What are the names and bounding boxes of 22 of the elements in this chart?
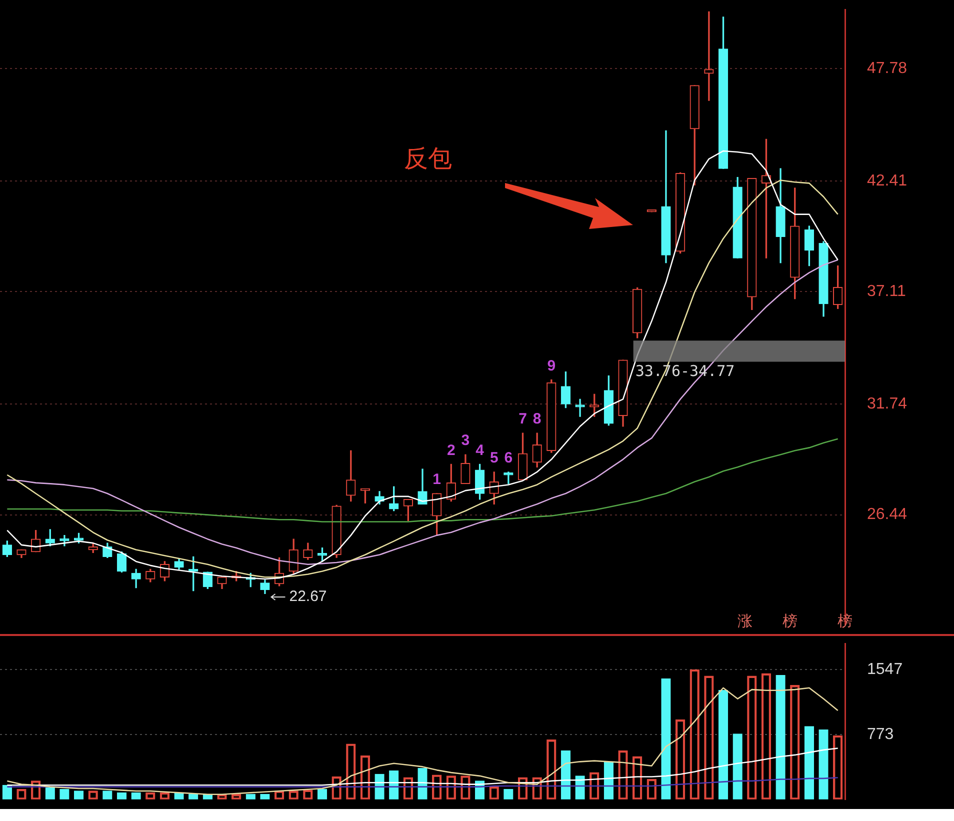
annotation: 榜 [782, 613, 798, 630]
y-tick-label: 42.41 [867, 172, 908, 190]
text: 1 [432, 471, 441, 488]
y-tick-label: 31.74 [867, 395, 908, 412]
text: 3 [461, 432, 470, 450]
candlestick [704, 11, 714, 101]
annotation: 涨 [738, 613, 752, 630]
annotation: 反包 [404, 146, 452, 173]
y-tick-label: 47.78 [867, 60, 908, 77]
text: 9 [547, 357, 556, 374]
y-tick-label: 26.44 [867, 506, 908, 524]
text: 8 [532, 410, 542, 428]
text: 5 [490, 450, 498, 467]
annotation: 榜 [838, 613, 852, 630]
y-tick-label: 773 [867, 726, 894, 743]
y-tick-label: 1547 [867, 661, 903, 678]
text: 6 [504, 450, 513, 467]
text: 4 [476, 442, 484, 459]
text: 2 [446, 442, 456, 459]
y-tick-label: 37.11 [867, 283, 906, 300]
annotation: 22.67 [289, 588, 327, 606]
text: 7 [518, 410, 527, 428]
